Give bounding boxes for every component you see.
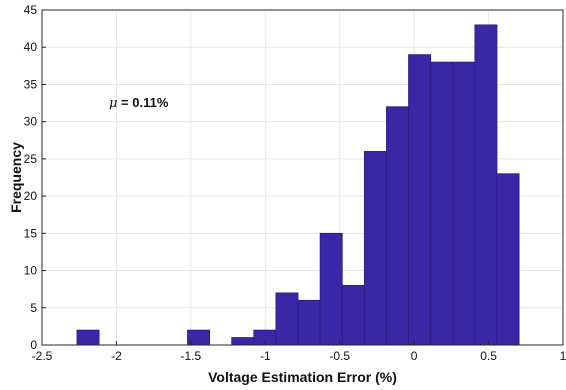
mean-symbol: μ [109,96,117,111]
y-tick-label-2: 10 [24,264,38,278]
x-axis-ticks: -2.5 -2 -1.5 -1 -0.5 0 0.5 1 [32,341,566,363]
y-tick-label-4: 20 [24,189,38,203]
x-tick-label-2: -1.5 [181,349,202,363]
x-tick-label-7: 1 [560,349,566,363]
histogram-bar-19 [496,173,520,346]
histogram-bar-15 [408,54,432,346]
histogram-bar-10 [297,299,321,346]
mean-value: = 0.11% [117,95,168,110]
histogram-bar-14 [386,106,409,346]
y-tick-label-9: 45 [24,3,38,17]
histogram-bar-0 [76,329,100,346]
plot-frame [41,9,564,346]
y-tick-label-1: 5 [30,301,37,315]
histogram-bars [76,24,520,346]
x-tick-label-6: 0.5 [480,349,497,363]
histogram-bar-16 [430,61,454,346]
y-tick-label-7: 35 [24,77,38,91]
histogram-bar-18 [474,24,498,346]
y-tick-label-8: 40 [24,40,38,54]
y-tick-label-5: 25 [24,152,38,166]
axes [41,9,564,346]
x-axis-title: Voltage Estimation Error (%) [208,369,397,385]
y-axis-title: Frequency [8,142,24,213]
histogram-bar-7 [231,337,255,346]
histogram-bar-17 [452,61,476,346]
x-tick-label-5: 0 [411,349,418,363]
y-axis-ticks: 0 5 10 15 20 25 30 35 40 45 [24,3,46,352]
histogram-bar-9 [275,292,299,346]
histogram-bar-11 [319,232,343,346]
x-tick-label-0: -2.5 [32,349,53,363]
mean-annotation: μ = 0.11% [109,95,169,111]
y-tick-label-3: 15 [24,226,38,240]
y-tick-label-6: 30 [24,115,38,129]
histogram-bar-12 [341,285,365,346]
histogram-bar-13 [363,151,387,346]
x-tick-label-4: -0.5 [329,349,350,363]
y-tick-label-0: 0 [30,338,37,352]
x-tick-label-3: -1 [260,349,271,363]
x-tick-label-1: -2 [111,349,122,363]
